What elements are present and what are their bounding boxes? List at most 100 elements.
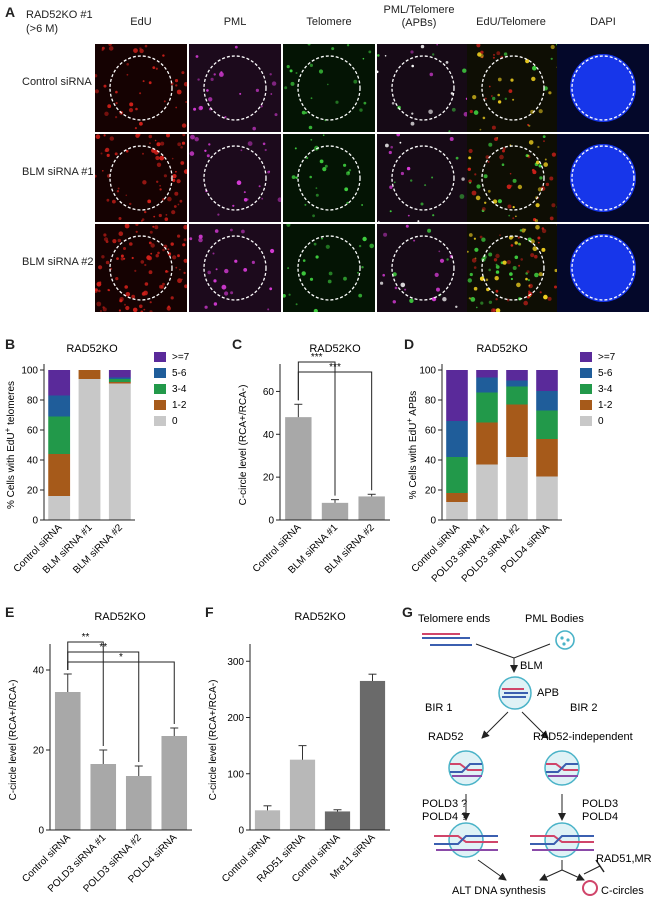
micrograph-edu-telomere-row3 [467,224,559,312]
bir1-label: BIR 1 [425,702,453,714]
legend-label: 3-4 [172,384,187,395]
y-tick-label: 40 [33,666,45,677]
y-axis-label: C-circle level (RCA+/RCA-) [8,680,19,801]
legend-label: 0 [598,416,604,427]
column-title-pml-telomere: PML/Telomere (APBs) [373,4,465,30]
bar-segment [506,404,528,457]
y-tick-label: 40 [263,430,275,441]
panel-label-g: G [402,604,413,620]
y-tick-label: 20 [27,486,39,497]
model-diagram: Telomere ends PML Bodies BLM APB BIR 1 B… [418,613,652,897]
legend-swatch [580,352,592,362]
pold4-question-label: POLD4 ? [422,811,467,823]
bar [254,810,281,830]
column-title-pml-telomere-sub: (APBs) [401,17,437,29]
bir2-synthesis-icon [530,822,594,858]
micrograph-pml-telomere-row2 [377,134,469,222]
condition-line1: RAD52KO #1 [26,9,93,21]
micrograph-dapi-row2 [557,134,649,222]
bar-segment [476,422,498,465]
micrograph-edu-row2 [95,134,187,222]
row-label-blm2: BLM siRNA #2 [22,256,94,268]
significance-bracket [67,651,140,762]
chart-f: RAD52KO 0 100 200 300 C-circle level (RCA+/RC… [208,611,390,885]
bar-segment [476,370,498,378]
bar-segment [536,476,558,520]
y-axis-label: C-circle level (RCA+/RCA-) [208,680,219,801]
legend-label: 1-2 [172,400,187,411]
column-title-telomere: Telomere [306,16,352,28]
micrograph-dapi-row3 [557,224,649,312]
y-tick-label: 0 [268,516,274,527]
bar-segment [446,502,468,520]
bar-segment [48,454,71,496]
bar-segment [108,382,131,384]
significance-bracket [297,371,373,491]
bar-segment [48,370,71,396]
legend-swatch [154,352,166,362]
bar [359,680,386,830]
bar-segment [446,457,468,493]
y-tick-label: 60 [263,387,275,398]
y-tick-label: 20 [33,746,45,757]
bar-segment [48,416,71,454]
condition-label: RAD52KO #1 (>6 M) [26,8,93,36]
panel-label-a: A [5,4,16,20]
bar-segment [108,370,131,378]
chart-c: RAD52KO 0 20 40 60 C-circle level (RCA+/RCA-)… [238,343,390,576]
bar [90,764,117,830]
micrograph-dapi-row1 [557,44,649,132]
y-tick-label: 0 [238,826,244,837]
chart-b: RAD52KO 0 20 40 60 80 100 % Cells with EdU+ tel… [3,343,190,576]
alt-dna-synthesis-label: ALT DNA synthesis [452,885,546,897]
chart-d: RAD52KO 0 20 40 60 80 100 % Cells with EdU+ APB… [405,343,616,585]
legend-label: 0 [172,416,178,427]
bar-segment [536,391,558,411]
column-title-pml-telomere-main: PML/Telomere [383,4,455,16]
bar-segment [48,395,71,417]
rad52-label: RAD52 [428,731,463,743]
legend-swatch [580,416,592,426]
c-circle-icon [582,880,598,896]
y-tick-label: 0 [38,826,44,837]
micrograph-telomere-row2 [283,134,375,222]
condition-line2: (>6 M) [26,23,59,35]
bar-segment [108,379,131,382]
micrograph-edu-row3 [95,224,187,312]
significance-bracket [67,661,175,724]
bar-segment [446,493,468,502]
micrograph-pml-telomere-row1 [377,44,469,132]
y-tick-label: 60 [27,426,39,437]
significance-label: * [119,652,123,663]
bar-segment [446,370,468,421]
legend-label: 1-2 [598,400,613,411]
panel-label-d: D [404,336,415,352]
y-tick-label: 80 [425,396,437,407]
bir1-synthesis-icon [434,822,498,858]
y-tick-label: 80 [27,396,39,407]
bar [289,759,316,830]
panel-label-b: B [5,336,16,352]
y-tick-label: 0 [32,516,38,527]
pold4-label: POLD4 [582,811,618,823]
pold3-label: POLD3 [582,798,618,810]
pml-body-icon [555,630,575,650]
micrograph-pml-telomere-row3 [377,224,469,312]
telomere-ends-label: Telomere ends [418,613,491,625]
legend-label: >=7 [598,352,616,363]
bar-segment [476,392,498,423]
y-axis-label: % Cells with EdU+ telomeres [3,381,17,509]
chart-c-title: RAD52KO [309,343,361,355]
legend-label: 3-4 [598,384,613,395]
chart-b-title: RAD52KO [66,343,118,355]
blm-label: BLM [520,660,543,672]
bar-segment [506,380,528,387]
y-tick-label: 0 [430,516,436,527]
apb-icon [498,676,532,710]
bar [321,502,349,520]
micrograph-edu-telomere-row2 [467,134,559,222]
column-title-pml: PML [223,16,247,28]
micrograph-edu-telomere-row1 [467,44,559,132]
rad52-independent-label: RAD52-independent [533,731,633,743]
bar-segment [506,386,528,405]
